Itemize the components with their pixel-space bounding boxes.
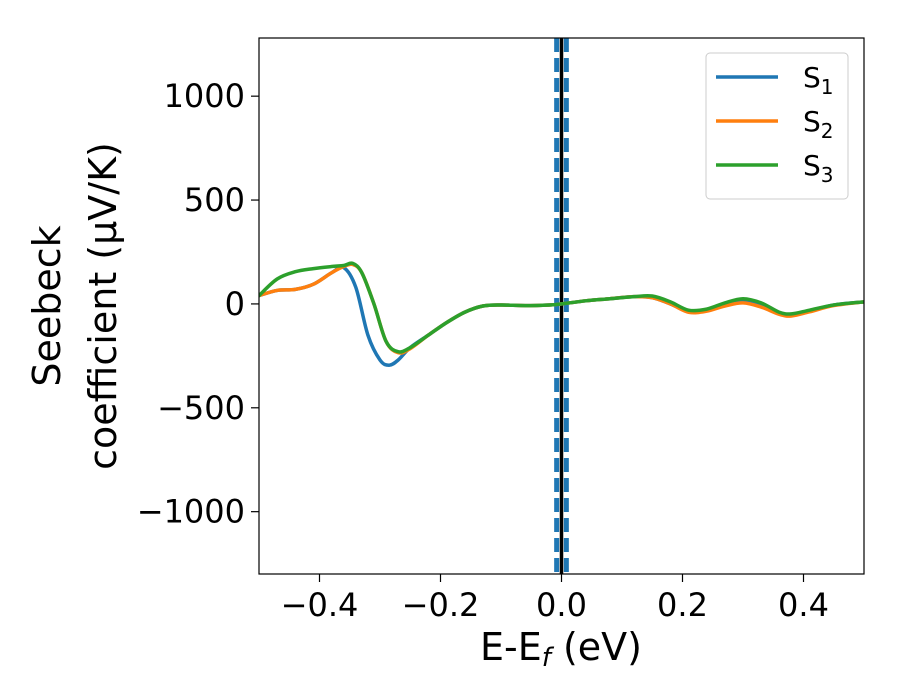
legend-label-s1: S1 bbox=[803, 61, 834, 99]
legend-label-s2: S2 bbox=[803, 105, 834, 143]
x-tick-label: 0.0 bbox=[536, 586, 587, 624]
y-axis-ticks: 1000 500 0 −500 −1000 bbox=[137, 77, 259, 531]
x-tick-label: 0.2 bbox=[657, 586, 708, 624]
legend: S1 S2 S3 bbox=[705, 52, 849, 200]
y-tick-label: 0 bbox=[225, 285, 245, 323]
series-line-s3 bbox=[259, 261, 864, 354]
series-lines-group bbox=[259, 261, 864, 367]
x-tick-label: −0.4 bbox=[281, 586, 359, 624]
legend-label-s3: S3 bbox=[803, 149, 834, 187]
y-axis-title: Seebeck coefficient (μV/K) bbox=[25, 142, 125, 470]
x-axis-title: E-Ef (eV) bbox=[480, 625, 642, 673]
y-tick-label: 500 bbox=[184, 181, 245, 219]
x-tick-label: 0.4 bbox=[778, 586, 829, 624]
y-tick-label: −1000 bbox=[137, 493, 245, 531]
y-tick-label: 1000 bbox=[164, 77, 245, 115]
x-axis-ticks: −0.4 −0.2 0.0 0.2 0.4 bbox=[281, 574, 829, 624]
legend-box bbox=[705, 52, 849, 200]
y-axis-title-line2: coefficient (μV/K) bbox=[81, 142, 125, 470]
y-axis-title-line1: Seebeck bbox=[25, 225, 69, 386]
y-tick-label: −500 bbox=[157, 389, 245, 427]
x-tick-label: −0.2 bbox=[402, 586, 480, 624]
